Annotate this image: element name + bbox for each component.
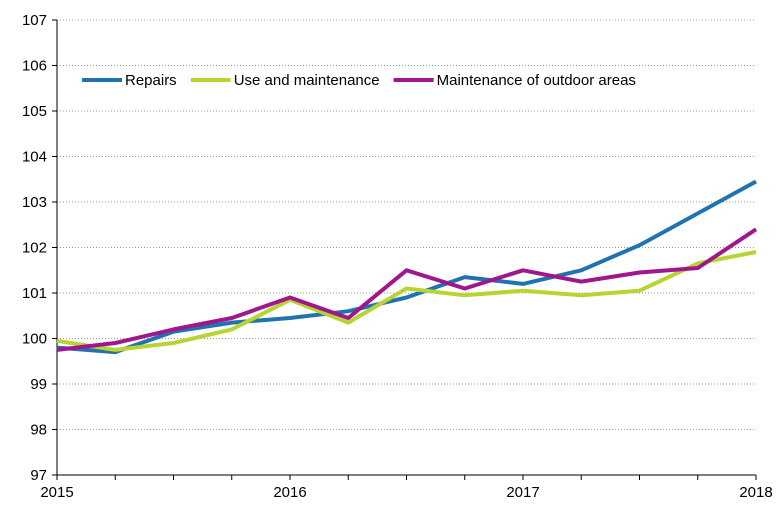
x-tick-label: 2015 [40, 484, 73, 501]
x-tick-label: 2017 [506, 484, 539, 501]
x-tick-label: 2018 [739, 484, 772, 501]
series-line-2 [56, 250, 757, 352]
gridlines [57, 19, 756, 430]
legend-label-2: Use and maintenance [234, 72, 380, 89]
x-axis-tick-labels: 2015 2016 2017 2018 [40, 484, 772, 501]
series-line-3 [56, 227, 758, 352]
legend-label-3: Maintenance of outdoor areas [437, 72, 636, 89]
y-tick-label: 106 [22, 58, 47, 75]
y-tick-label: 107 [22, 12, 47, 29]
y-axis-tick-labels: 97 98 99 100 101 102 103 104 105 106 107 [22, 12, 47, 484]
legend-label-1: Repairs [125, 72, 177, 89]
x-tick-label: 2016 [273, 484, 306, 501]
y-tick-label: 103 [22, 194, 47, 211]
y-tick-label: 98 [30, 422, 47, 439]
legend: Repairs Use and maintenance Maintenance of… [82, 72, 636, 89]
y-tick-label: 105 [22, 103, 47, 120]
axes [52, 19, 757, 480]
y-tick-label: 100 [22, 331, 47, 348]
y-tick-label: 97 [30, 467, 47, 484]
y-tick-label: 101 [22, 285, 47, 302]
y-tick-label: 102 [22, 240, 47, 257]
y-tick-label: 99 [30, 376, 47, 393]
y-tick-label: 104 [22, 149, 47, 166]
series-line-1 [56, 179, 757, 355]
series-lines [56, 179, 758, 355]
